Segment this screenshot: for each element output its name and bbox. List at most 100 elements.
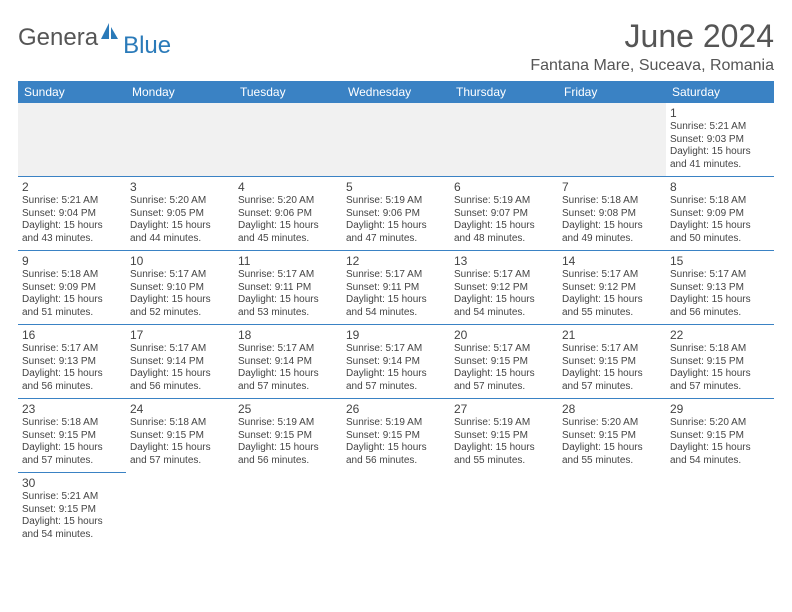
calendar-cell [342,473,450,547]
day-line: Sunset: 9:14 PM [346,356,446,369]
calendar-row: 16Sunrise: 5:17 AMSunset: 9:13 PMDayligh… [18,325,774,399]
day-details: Sunrise: 5:19 AMSunset: 9:15 PMDaylight:… [454,417,554,467]
day-details: Sunrise: 5:17 AMSunset: 9:15 PMDaylight:… [562,343,662,393]
day-details: Sunrise: 5:17 AMSunset: 9:14 PMDaylight:… [130,343,230,393]
day-line: Sunrise: 5:19 AM [454,195,554,208]
day-number: 8 [670,180,770,195]
day-number: 22 [670,328,770,343]
day-line: Sunrise: 5:21 AM [22,195,122,208]
day-line: Sunset: 9:15 PM [670,356,770,369]
day-line: and 53 minutes. [238,307,338,320]
day-line: Daylight: 15 hours [670,368,770,381]
calendar-cell [450,473,558,547]
day-details: Sunrise: 5:19 AMSunset: 9:15 PMDaylight:… [238,417,338,467]
day-line: Sunset: 9:09 PM [670,208,770,221]
day-details: Sunrise: 5:17 AMSunset: 9:11 PMDaylight:… [238,269,338,319]
dayname-header: Tuesday [234,81,342,103]
calendar-cell: 28Sunrise: 5:20 AMSunset: 9:15 PMDayligh… [558,399,666,473]
day-details: Sunrise: 5:20 AMSunset: 9:15 PMDaylight:… [670,417,770,467]
day-number: 11 [238,254,338,269]
day-details: Sunrise: 5:17 AMSunset: 9:10 PMDaylight:… [130,269,230,319]
day-details: Sunrise: 5:18 AMSunset: 9:09 PMDaylight:… [22,269,122,319]
calendar-row: 23Sunrise: 5:18 AMSunset: 9:15 PMDayligh… [18,399,774,473]
calendar-cell: 2Sunrise: 5:21 AMSunset: 9:04 PMDaylight… [18,177,126,251]
day-line: and 57 minutes. [670,381,770,394]
day-line: and 55 minutes. [562,455,662,468]
calendar-cell: 18Sunrise: 5:17 AMSunset: 9:14 PMDayligh… [234,325,342,399]
calendar-cell: 6Sunrise: 5:19 AMSunset: 9:07 PMDaylight… [450,177,558,251]
calendar-cell: 15Sunrise: 5:17 AMSunset: 9:13 PMDayligh… [666,251,774,325]
calendar-cell: 1Sunrise: 5:21 AMSunset: 9:03 PMDaylight… [666,103,774,177]
day-line: Sunset: 9:09 PM [22,282,122,295]
day-line: Sunset: 9:15 PM [130,430,230,443]
calendar-cell: 24Sunrise: 5:18 AMSunset: 9:15 PMDayligh… [126,399,234,473]
calendar-cell: 26Sunrise: 5:19 AMSunset: 9:15 PMDayligh… [342,399,450,473]
dayname-header: Friday [558,81,666,103]
day-line: Sunrise: 5:18 AM [130,417,230,430]
calendar-cell [666,473,774,547]
day-line: Sunrise: 5:17 AM [562,269,662,282]
day-line: Sunset: 9:15 PM [22,504,122,517]
day-line: Daylight: 15 hours [670,220,770,233]
day-line: Daylight: 15 hours [670,146,770,159]
day-line: Daylight: 15 hours [238,220,338,233]
calendar-cell: 8Sunrise: 5:18 AMSunset: 9:09 PMDaylight… [666,177,774,251]
day-line: and 57 minutes. [346,381,446,394]
day-number: 14 [562,254,662,269]
day-line: Daylight: 15 hours [670,442,770,455]
day-details: Sunrise: 5:17 AMSunset: 9:12 PMDaylight:… [454,269,554,319]
day-line: and 50 minutes. [670,233,770,246]
day-line: Sunset: 9:03 PM [670,134,770,147]
calendar-cell: 29Sunrise: 5:20 AMSunset: 9:15 PMDayligh… [666,399,774,473]
day-line: Sunset: 9:15 PM [454,430,554,443]
month-title: June 2024 [530,18,774,55]
day-number: 25 [238,402,338,417]
day-number: 27 [454,402,554,417]
day-line: and 57 minutes. [238,381,338,394]
day-line: Daylight: 15 hours [454,368,554,381]
day-number: 26 [346,402,446,417]
day-number: 28 [562,402,662,417]
day-number: 20 [454,328,554,343]
calendar-cell [18,103,126,177]
day-line: Daylight: 15 hours [130,220,230,233]
day-line: Sunset: 9:12 PM [562,282,662,295]
day-line: Sunrise: 5:20 AM [130,195,230,208]
calendar-row: 9Sunrise: 5:18 AMSunset: 9:09 PMDaylight… [18,251,774,325]
day-line: Sunset: 9:06 PM [346,208,446,221]
day-line: Daylight: 15 hours [562,442,662,455]
day-line: Sunset: 9:04 PM [22,208,122,221]
day-details: Sunrise: 5:17 AMSunset: 9:11 PMDaylight:… [346,269,446,319]
day-line: Daylight: 15 hours [454,294,554,307]
day-line: Daylight: 15 hours [238,368,338,381]
day-line: Sunrise: 5:18 AM [562,195,662,208]
day-line: Sunset: 9:05 PM [130,208,230,221]
calendar-cell [234,473,342,547]
day-line: Daylight: 15 hours [22,220,122,233]
calendar-cell: 27Sunrise: 5:19 AMSunset: 9:15 PMDayligh… [450,399,558,473]
calendar-cell [450,103,558,177]
day-line: Sunset: 9:10 PM [130,282,230,295]
day-line: Daylight: 15 hours [562,368,662,381]
calendar-cell: 22Sunrise: 5:18 AMSunset: 9:15 PMDayligh… [666,325,774,399]
calendar-cell: 5Sunrise: 5:19 AMSunset: 9:06 PMDaylight… [342,177,450,251]
day-line: and 56 minutes. [22,381,122,394]
calendar-cell: 14Sunrise: 5:17 AMSunset: 9:12 PMDayligh… [558,251,666,325]
day-number: 3 [130,180,230,195]
day-line: Sunset: 9:15 PM [562,356,662,369]
day-line: Sunrise: 5:18 AM [22,269,122,282]
day-line: Sunset: 9:14 PM [238,356,338,369]
dayname-header: Wednesday [342,81,450,103]
day-number: 24 [130,402,230,417]
day-line: Sunset: 9:15 PM [22,430,122,443]
day-line: and 54 minutes. [346,307,446,320]
day-line: Daylight: 15 hours [346,294,446,307]
day-line: and 43 minutes. [22,233,122,246]
calendar-cell [558,473,666,547]
day-line: Sunset: 9:11 PM [346,282,446,295]
dayname-row: Sunday Monday Tuesday Wednesday Thursday… [18,81,774,103]
day-line: Daylight: 15 hours [454,220,554,233]
day-line: Sunrise: 5:19 AM [346,195,446,208]
day-details: Sunrise: 5:18 AMSunset: 9:15 PMDaylight:… [130,417,230,467]
day-line: Daylight: 15 hours [562,220,662,233]
